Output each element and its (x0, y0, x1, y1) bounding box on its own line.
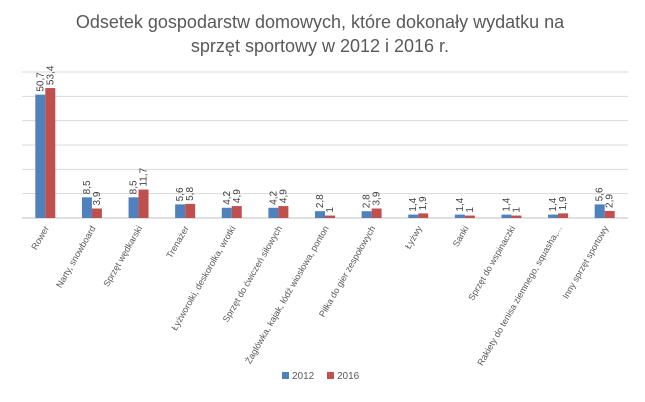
bar-2016-0 (45, 88, 56, 218)
data-label: 53,4 (45, 65, 56, 85)
bar-2016-7 (371, 208, 382, 218)
data-label: 2,8 (362, 194, 373, 208)
data-label: 2,9 (605, 194, 616, 208)
data-label: 5,6 (595, 187, 606, 201)
bar-2012-5 (268, 207, 279, 218)
data-label: 1,4 (548, 197, 559, 211)
bar-2016-10 (511, 215, 522, 218)
legend-label: 2016 (337, 371, 360, 382)
data-label: 1,9 (558, 196, 569, 210)
gridlines (22, 71, 628, 219)
data-label: 1,4 (455, 197, 466, 211)
data-label: 1 (465, 207, 476, 213)
data-label: 4,2 (222, 190, 233, 204)
data-label: 4,9 (278, 189, 289, 203)
category-label: Sanki (451, 224, 471, 248)
bar-2012-11 (548, 214, 559, 218)
category-label: Żaglówka, kajak, łódź wiosłowa, ponton (243, 224, 330, 365)
category-label: Sprzęt wędkarski (101, 224, 144, 288)
data-label: 5,8 (185, 187, 196, 201)
category-label: Narty, snowboard (54, 224, 98, 290)
data-label: 1,9 (418, 196, 429, 210)
category-label: Rower (29, 224, 51, 252)
data-labels: 50,7 53,48,53,98,511,75,6 5,8 4,2 4,9 4,2 4,9 2… (35, 65, 615, 212)
bar-2012-10 (501, 214, 512, 218)
category-label: Łyżwy (403, 224, 424, 251)
category-label: Sprzęt do wspinaczki (466, 224, 517, 302)
data-label: 4,2 (268, 190, 279, 204)
bar-2016-5 (278, 206, 289, 218)
bar-2012-8 (408, 214, 419, 218)
category-labels: Rower Narty, snowboard Sprzęt wędkarski Tre… (29, 224, 610, 368)
data-label: 1 (511, 207, 522, 213)
bar-2012-1 (81, 197, 92, 218)
data-label: 11,7 (139, 167, 150, 186)
bar-2016-1 (91, 208, 102, 218)
category-label: Rakiety do tenisa ziemnego, squasha,... (475, 224, 563, 367)
bar-2012-4 (221, 207, 232, 218)
bar-2012-0 (35, 94, 46, 218)
bar-2016-6 (325, 215, 335, 218)
data-label: 4,9 (232, 189, 243, 203)
bar-2012-2 (128, 197, 139, 218)
bar-2016-9 (464, 215, 475, 218)
bar-2016-8 (418, 213, 429, 218)
data-label: 50,7 (35, 72, 46, 92)
chart-title-line-1: Odsetek gospodarstw domowych, które doko… (76, 12, 565, 32)
data-label: 3,9 (372, 191, 383, 205)
legend: 2012 2016 (282, 371, 360, 382)
bar-2016-11 (558, 213, 569, 218)
bar-2012-9 (454, 214, 465, 218)
bar-2016-2 (138, 189, 149, 218)
data-label: 8,5 (82, 180, 93, 194)
category-label: Piłka do gier zespołowych (317, 224, 377, 319)
bar-2012-3 (175, 204, 186, 218)
data-label: 5,6 (175, 187, 186, 201)
bar-2012-6 (315, 211, 325, 218)
data-label: 1,4 (501, 197, 512, 211)
legend-swatch-2012 (282, 372, 289, 379)
bars (35, 88, 615, 218)
data-label: 8,5 (129, 180, 140, 194)
bar-2012-7 (361, 211, 372, 218)
data-label: 2,8 (315, 194, 326, 208)
legend-swatch-2016 (327, 372, 334, 379)
bar-2016-12 (604, 210, 615, 218)
data-label: 1,4 (408, 197, 419, 211)
bar-2016-4 (231, 206, 242, 218)
bar-2012-12 (594, 204, 605, 218)
chart-title-line-2: sprzęt sportowy w 2012 i 2016 r. (191, 36, 449, 56)
bar-2016-3 (185, 203, 196, 218)
category-label: Inny sprzęt sportowy (560, 224, 610, 301)
data-label: 1 (325, 207, 336, 213)
category-label: Trenażer (164, 224, 191, 260)
data-label: 3,9 (92, 191, 103, 205)
legend-label: 2012 (292, 371, 315, 382)
